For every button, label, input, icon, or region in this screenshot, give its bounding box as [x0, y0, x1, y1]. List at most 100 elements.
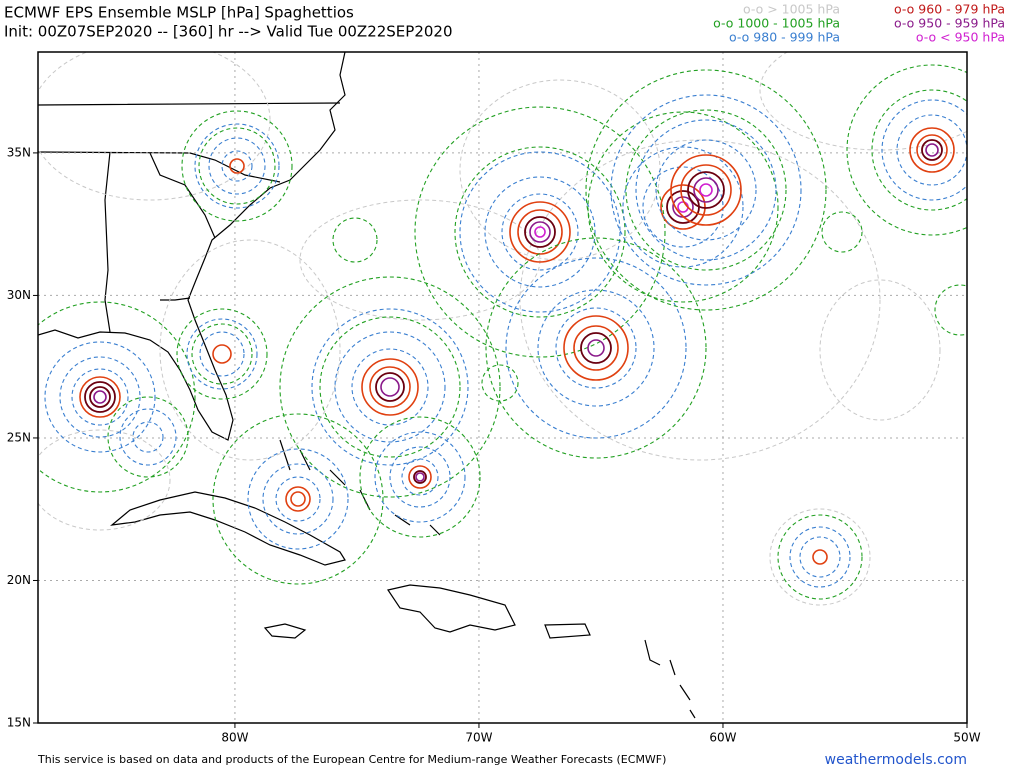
pressure-contour	[59, 356, 141, 438]
pressure-contour	[916, 134, 948, 166]
state-border	[38, 102, 341, 333]
pressure-contour	[84, 381, 116, 413]
legend-entry: o-o 1000 - 1005 hPa	[713, 16, 840, 31]
pressure-contour	[789, 526, 851, 588]
pressure-contour	[670, 154, 742, 226]
pressure-contour	[454, 146, 626, 318]
pressure-contour	[680, 164, 732, 216]
pressure-contour	[132, 421, 164, 453]
contour-high	[759, 52, 967, 151]
pressure-contour	[896, 114, 967, 186]
pressure-contour	[585, 69, 827, 311]
footer-text: This service is based on data and produc…	[37, 753, 666, 766]
pressure-contour	[194, 123, 280, 209]
pressure-contour	[212, 413, 384, 585]
pressure-contour	[642, 166, 724, 248]
pressure-contour	[414, 106, 666, 358]
pressure-contour	[334, 331, 446, 443]
pressure-contour	[199, 331, 245, 377]
pressure-contour	[221, 150, 253, 182]
pressure-contour	[380, 377, 400, 397]
pressure-contour	[79, 376, 121, 418]
puerto-rico	[544, 623, 591, 639]
pressure-contour	[290, 491, 306, 507]
pressure-contour	[186, 318, 258, 390]
pressure-contour	[119, 408, 177, 466]
pressure-contour	[587, 339, 605, 357]
pressure-contour	[408, 465, 432, 489]
x-tick-label: 50W	[953, 731, 980, 745]
pressure-contour	[921, 139, 943, 161]
pressure-contour	[71, 368, 129, 426]
contour-high	[769, 508, 871, 606]
x-tick-label: 80W	[221, 731, 248, 745]
pressure-contour	[279, 276, 501, 498]
pressure-contour	[262, 463, 334, 535]
pressure-contour	[573, 325, 619, 371]
us-coast	[38, 52, 346, 441]
pressure-contour	[529, 221, 551, 243]
pressure-contour	[44, 341, 156, 453]
pressure-contour	[415, 472, 425, 482]
legend-entry: o-o 960 - 979 hPa	[894, 2, 1005, 17]
pressure-contour	[484, 176, 596, 288]
pressure-contour	[93, 390, 107, 404]
pressure-contour	[107, 396, 189, 478]
pressure-contour	[821, 211, 863, 253]
pressure-contour	[846, 64, 967, 236]
legend-entry: o-o 950 - 959 hPa	[894, 16, 1005, 31]
pressure-contour	[625, 109, 787, 271]
y-tick-label: 30N	[7, 288, 31, 302]
legend-entry: o-o 980 - 999 hPa	[729, 30, 840, 45]
pressure-contour	[401, 458, 439, 496]
contour-high	[159, 239, 341, 461]
pressure-contour	[555, 307, 637, 389]
pressure-contour	[687, 171, 725, 209]
y-tick-label: 35N	[7, 145, 31, 159]
pressure-contour	[191, 323, 253, 385]
footer-site[interactable]: weathermodels.com	[825, 752, 967, 768]
legend-entry: o-o > 1005 hPa	[743, 2, 840, 17]
pressure-contour	[799, 536, 841, 578]
pressure-contour	[198, 127, 276, 205]
pressure-contour	[181, 110, 293, 222]
pressure-contour	[369, 366, 411, 408]
y-tick-label: 15N	[7, 716, 31, 730]
pressure-contour	[610, 94, 802, 286]
jamaica	[263, 623, 307, 639]
pressure-contour	[208, 137, 266, 195]
contour-high	[299, 199, 541, 321]
pressure-contour	[501, 193, 579, 271]
pressure-contour	[655, 139, 757, 241]
pressure-contour	[229, 158, 245, 174]
cuba	[110, 491, 346, 566]
lesser-antilles	[644, 639, 696, 719]
pressure-contour	[580, 332, 612, 364]
pressure-contour	[537, 289, 655, 407]
pressure-contour	[485, 237, 707, 459]
pressure-contour	[351, 348, 429, 426]
subtitle: Init: 00Z07SEP2020 -- [360] hr --> Valid…	[4, 23, 453, 41]
pressure-contour	[777, 514, 863, 600]
pressure-contour	[319, 316, 461, 458]
pressure-contour	[534, 226, 546, 238]
y-tick-label: 20N	[7, 573, 31, 587]
pressure-contour	[934, 284, 967, 336]
contour-high	[38, 52, 271, 201]
pressure-contour	[361, 358, 419, 416]
pressure-contour	[505, 257, 687, 439]
title: ECMWF EPS Ensemble MSLP [hPa] Spaghettio…	[4, 4, 354, 22]
pressure-contour	[359, 416, 481, 538]
pressure-contour	[275, 476, 321, 522]
pressure-contour	[563, 315, 629, 381]
pressure-contour	[699, 183, 713, 197]
hispaniola	[387, 584, 516, 633]
x-tick-label: 60W	[709, 731, 736, 745]
pressure-contour	[660, 184, 706, 230]
pressure-contour	[247, 448, 349, 550]
pressure-contour	[212, 344, 232, 364]
pressure-contour	[881, 99, 967, 201]
pressure-contour	[871, 89, 967, 211]
pressure-contour	[517, 209, 563, 255]
